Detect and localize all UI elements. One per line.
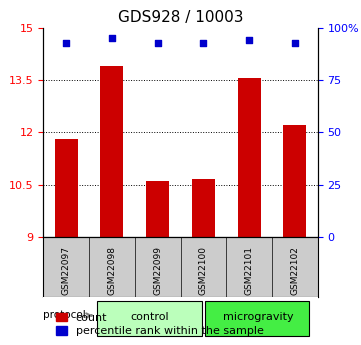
Text: microgravity: microgravity [223, 312, 293, 322]
Bar [238, 78, 261, 237]
Bar [192, 179, 215, 237]
Point [155, 41, 161, 46]
Bar [146, 181, 169, 237]
Text: GSM22098: GSM22098 [108, 246, 116, 295]
Text: protocol: protocol [43, 310, 92, 321]
FancyBboxPatch shape [205, 301, 309, 336]
Title: GDS928 / 10003: GDS928 / 10003 [118, 10, 243, 25]
FancyBboxPatch shape [97, 301, 203, 336]
Text: GSM22099: GSM22099 [153, 246, 162, 295]
Text: GSM22100: GSM22100 [199, 246, 208, 295]
Bar [283, 125, 306, 237]
Point [109, 35, 115, 41]
Bar [55, 139, 78, 237]
Text: GSM22101: GSM22101 [245, 246, 253, 295]
Point [246, 37, 252, 43]
Bar [100, 66, 123, 237]
Point [292, 41, 298, 46]
Legend: count, percentile rank within the sample: count, percentile rank within the sample [52, 309, 267, 339]
Point [200, 41, 206, 46]
Text: GSM22102: GSM22102 [290, 246, 299, 295]
Text: GSM22097: GSM22097 [62, 246, 71, 295]
Point [63, 41, 69, 46]
Text: control: control [130, 312, 169, 322]
